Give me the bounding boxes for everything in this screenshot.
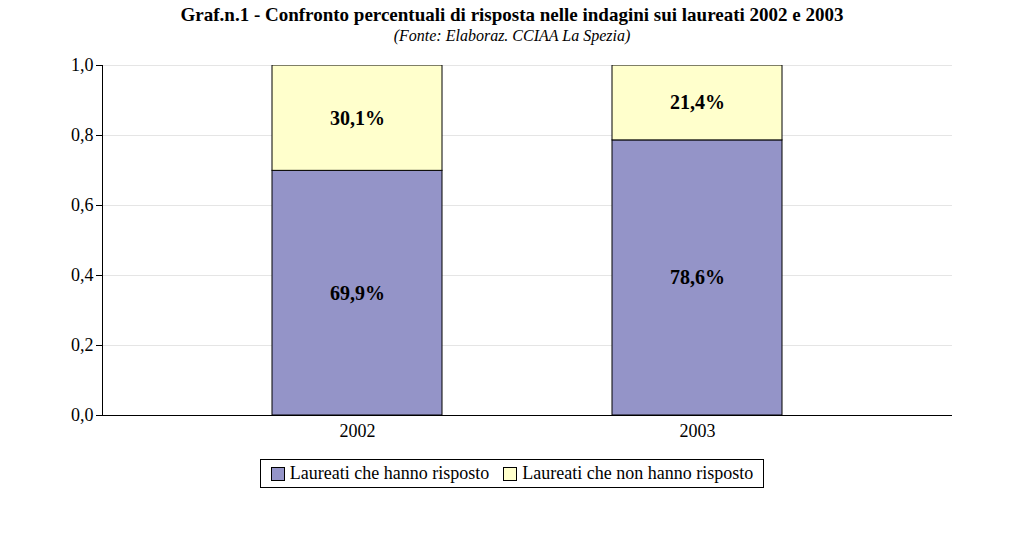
svg-text:78,6%: 78,6%: [670, 266, 725, 288]
svg-text:0,0: 0,0: [71, 405, 94, 425]
svg-text:21,4%: 21,4%: [670, 91, 725, 113]
html-text:Laureati che non hanno rispost: Laureati che non hanno risposto: [522, 463, 754, 483]
svg-text:2003: 2003: [680, 421, 716, 441]
svg-text:2002: 2002: [340, 421, 376, 441]
svg-text:69,9%: 69,9%: [330, 282, 385, 304]
svg-text:1,0: 1,0: [71, 55, 94, 75]
svg-text:30,1%: 30,1%: [330, 107, 385, 129]
svg-text:0,6: 0,6: [71, 195, 94, 215]
svg-text:0,4: 0,4: [71, 265, 94, 285]
svg-text:0,2: 0,2: [71, 335, 94, 355]
svg-text:0,8: 0,8: [71, 125, 94, 145]
html-text:(Fonte: Elaboraz. CCIAA La Spe: (Fonte: Elaboraz. CCIAA La Spezia): [393, 27, 631, 44]
html-text:Graf.n.1 - Confronto percentua: Graf.n.1 - Confronto percentuali di risp…: [180, 4, 844, 25]
html-text:Laureati che hanno risposto: Laureati che hanno risposto: [289, 463, 490, 483]
